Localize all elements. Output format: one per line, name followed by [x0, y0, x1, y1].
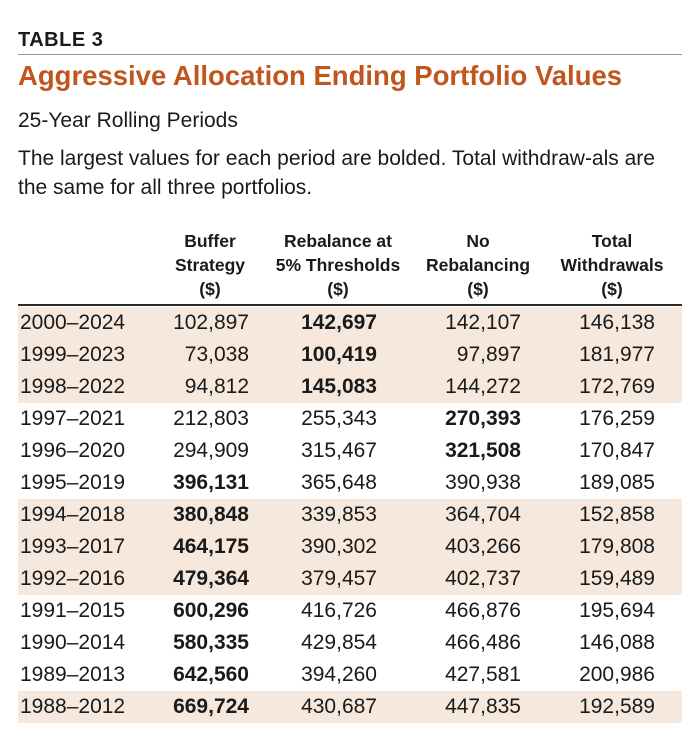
column-header-buffer-strategy: Buffer Strategy ($) — [174, 231, 246, 299]
total-withdrawals-cell: 176,259 — [579, 407, 655, 430]
column-header-no-rebalancing: No Rebalancing ($) — [425, 231, 531, 299]
table-row: 1988–2012 669,724 430,687 447,835 192,589 — [18, 691, 682, 723]
buffer-strategy-cell: 479,364 — [173, 567, 249, 590]
column-header-total-withdrawals: Total Withdrawals ($) — [560, 231, 664, 299]
rebalance-5pct-cell: 315,467 — [301, 439, 377, 462]
total-withdrawals-cell: 146,088 — [579, 631, 655, 654]
rebalance-5pct-cell: 394,260 — [301, 663, 377, 686]
buffer-strategy-cell: 600,296 — [173, 599, 249, 622]
buffer-strategy-cell: 464,175 — [173, 535, 249, 558]
no-rebalancing-cell: 321,508 — [445, 439, 521, 462]
rebalance-5pct-cell: 390,302 — [301, 535, 377, 558]
table-body: 2000–2024 102,897 142,697 142,107 146,138 199… — [18, 307, 682, 723]
table-row: 1995–2019 396,131 365,648 390,938 189,085 — [18, 467, 682, 499]
column-headers: Buffer Strategy ($) Rebalance at 5% Thre… — [0, 229, 700, 304]
no-rebalancing-cell: 142,107 — [445, 311, 521, 334]
no-rebalancing-cell: 447,835 — [445, 695, 521, 718]
rebalance-5pct-cell: 430,687 — [301, 695, 377, 718]
no-rebalancing-cell: 403,266 — [445, 535, 521, 558]
total-withdrawals-cell: 172,769 — [579, 375, 655, 398]
rebalance-5pct-cell: 339,853 — [301, 503, 377, 526]
no-rebalancing-cell: 427,581 — [445, 663, 521, 686]
period-cell: 1994–2018 — [20, 503, 126, 526]
buffer-strategy-cell: 73,038 — [184, 343, 249, 366]
buffer-strategy-cell: 580,335 — [173, 631, 249, 654]
rebalance-5pct-cell: 379,457 — [301, 567, 377, 590]
rebalance-5pct-cell: 416,726 — [301, 599, 377, 622]
period-cell: 1998–2022 — [20, 375, 126, 398]
buffer-strategy-cell: 380,848 — [173, 503, 249, 526]
period-cell: 1997–2021 — [20, 407, 126, 430]
table-subtitle: 25-Year Rolling Periods — [18, 109, 238, 132]
total-withdrawals-cell: 152,858 — [579, 503, 655, 526]
table-title: Aggressive Allocation Ending Portfolio V… — [18, 60, 623, 91]
table-row: 1998–2022 94,812 145,083 144,272 172,769 — [18, 371, 682, 403]
no-rebalancing-cell: 364,704 — [445, 503, 521, 526]
period-cell: 1992–2016 — [20, 567, 126, 590]
table-row: 1991–2015 600,296 416,726 466,876 195,694 — [18, 595, 682, 627]
buffer-strategy-cell: 669,724 — [173, 695, 249, 718]
total-withdrawals-cell: 181,977 — [579, 343, 655, 366]
column-header-rebalance-5pct: Rebalance at 5% Thresholds ($) — [275, 231, 401, 299]
buffer-strategy-cell: 396,131 — [173, 471, 249, 494]
buffer-strategy-cell: 94,812 — [184, 375, 249, 398]
period-cell: 1993–2017 — [20, 535, 126, 558]
table-label: TABLE 3 — [18, 29, 104, 51]
total-withdrawals-cell: 159,489 — [579, 567, 655, 590]
no-rebalancing-cell: 466,876 — [445, 599, 521, 622]
period-cell: 1991–2015 — [20, 599, 126, 622]
period-cell: 1995–2019 — [20, 471, 126, 494]
no-rebalancing-cell: 466,486 — [445, 631, 521, 654]
table-row: 1997–2021 212,803 255,343 270,393 176,259 — [18, 403, 682, 435]
period-cell: 1990–2014 — [20, 631, 126, 654]
no-rebalancing-cell: 390,938 — [445, 471, 521, 494]
rebalance-5pct-cell: 142,697 — [301, 311, 377, 334]
buffer-strategy-cell: 642,560 — [173, 663, 249, 686]
table-row: 1990–2014 580,335 429,854 466,486 146,088 — [18, 627, 682, 659]
table-row: 1992–2016 479,364 379,457 402,737 159,489 — [18, 563, 682, 595]
table-row: 1989–2013 642,560 394,260 427,581 200,986 — [18, 659, 682, 691]
header-rule — [18, 304, 682, 306]
table-row: 1999–2023 73,038 100,419 97,897 181,977 — [18, 339, 682, 371]
period-cell: 1988–2012 — [20, 695, 126, 718]
period-cell: 1989–2013 — [20, 663, 126, 686]
table-row: 1994–2018 380,848 339,853 364,704 152,858 — [18, 499, 682, 531]
no-rebalancing-cell: 144,272 — [445, 375, 521, 398]
rebalance-5pct-cell: 255,343 — [301, 407, 377, 430]
rebalance-5pct-cell: 145,083 — [301, 375, 377, 398]
no-rebalancing-cell: 402,737 — [445, 567, 521, 590]
total-withdrawals-cell: 179,808 — [579, 535, 655, 558]
buffer-strategy-cell: 102,897 — [173, 311, 249, 334]
no-rebalancing-cell: 270,393 — [445, 407, 521, 430]
table-row: 1993–2017 464,175 390,302 403,266 179,808 — [18, 531, 682, 563]
rebalance-5pct-cell: 100,419 — [301, 343, 377, 366]
buffer-strategy-cell: 212,803 — [173, 407, 249, 430]
rebalance-5pct-cell: 429,854 — [301, 631, 377, 654]
buffer-strategy-cell: 294,909 — [173, 439, 249, 462]
total-withdrawals-cell: 170,847 — [579, 439, 655, 462]
total-withdrawals-cell: 146,138 — [579, 311, 655, 334]
total-withdrawals-cell: 192,589 — [579, 695, 655, 718]
period-cell: 1999–2023 — [20, 343, 126, 366]
total-withdrawals-cell: 200,986 — [579, 663, 655, 686]
table-row: 2000–2024 102,897 142,697 142,107 146,138 — [18, 307, 682, 339]
total-withdrawals-cell: 195,694 — [579, 599, 655, 622]
no-rebalancing-cell: 97,897 — [456, 343, 521, 366]
period-cell: 1996–2020 — [20, 439, 126, 462]
label-divider — [18, 54, 682, 55]
table-row: 1996–2020 294,909 315,467 321,508 170,847 — [18, 435, 682, 467]
table-note: The largest values for each period are b… — [18, 147, 655, 199]
period-cell: 2000–2024 — [20, 311, 126, 334]
total-withdrawals-cell: 189,085 — [579, 471, 655, 494]
rebalance-5pct-cell: 365,648 — [301, 471, 377, 494]
